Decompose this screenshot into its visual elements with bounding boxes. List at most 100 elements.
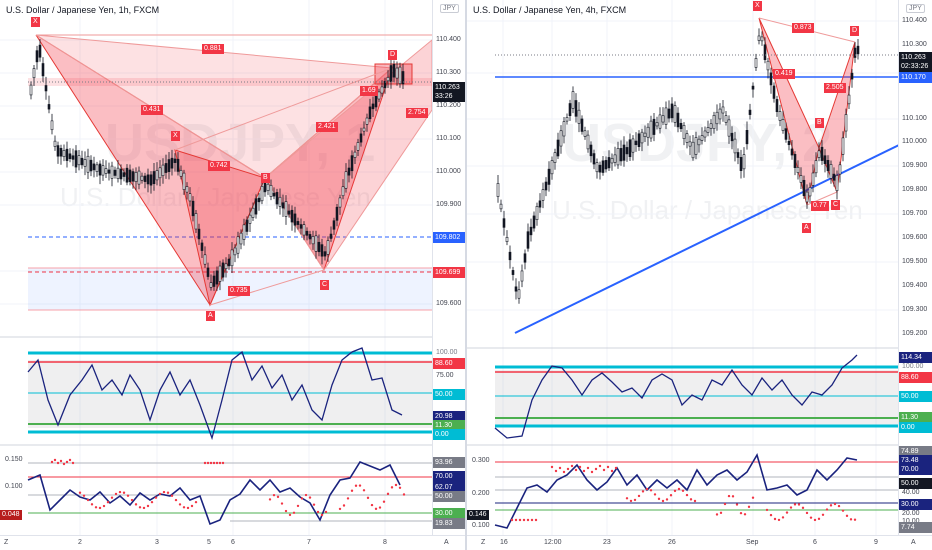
corner-z[interactable]: Z: [481, 539, 486, 546]
right-chart-panel[interactable]: USDJPY, 2 U.S. Dollar / Japanese Yen: [467, 0, 932, 550]
candle-body: [754, 58, 758, 68]
indicator-dot: [833, 502, 837, 506]
indicator-dot: [174, 498, 178, 502]
candle-body: [251, 207, 255, 218]
candle-body: [526, 231, 530, 249]
candle-body: [368, 106, 372, 120]
candle-body: [727, 119, 731, 137]
osc2-label: 70.00: [433, 471, 465, 482]
indicator-dot: [578, 465, 582, 469]
candle-body: [365, 117, 369, 125]
osc2-tick: 0.150: [5, 456, 23, 463]
candle-body: [74, 150, 78, 168]
candle-body: [577, 109, 581, 124]
osc2-label: 30.00: [899, 499, 932, 510]
candle-body: [278, 196, 282, 207]
candlesticks: [496, 28, 860, 304]
candle-body: [272, 192, 276, 197]
candle-body: [275, 192, 279, 205]
indicator-dot: [276, 495, 280, 499]
candle-body: [721, 106, 725, 114]
candle-body: [311, 236, 315, 245]
candle-body: [814, 160, 818, 174]
candle-body: [784, 128, 788, 140]
candle-body: [640, 131, 644, 144]
osc2-label: 93.96: [433, 457, 465, 468]
candle-body: [745, 129, 749, 145]
candle-body: [197, 228, 201, 240]
candle-body: [817, 150, 821, 158]
candle-body: [544, 181, 548, 191]
indicator-dot: [166, 491, 170, 494]
candle-body: [682, 125, 686, 139]
candle-body: [302, 224, 306, 236]
indicator-dot: [582, 469, 586, 473]
candlesticks: [29, 39, 405, 291]
candle-body: [610, 158, 614, 164]
corner-a[interactable]: A: [911, 539, 916, 546]
candle-body: [353, 151, 357, 158]
candle-body: [89, 159, 93, 172]
panel-divider[interactable]: [465, 0, 467, 550]
candle-body: [565, 117, 569, 122]
left-chart-canvas[interactable]: [0, 0, 432, 550]
candle-body: [571, 91, 575, 109]
indicator-dot: [829, 504, 833, 507]
indicator-dot: [398, 486, 402, 489]
countdown-label: 02:33:26: [899, 61, 932, 72]
indicator-dot: [849, 518, 853, 521]
time-tick: 2: [78, 539, 82, 546]
candle-body: [119, 168, 123, 180]
candle-body: [715, 111, 719, 125]
indicator-dot: [530, 518, 534, 522]
left-chart-panel[interactable]: USDJPY, 1 U.S. Dollar / Japanese Yen: [0, 0, 465, 550]
pattern-point-c: C: [320, 280, 330, 290]
candle-body: [631, 138, 635, 153]
harmonic-pattern-right[interactable]: [758, 17, 856, 206]
candle-body: [772, 85, 776, 99]
candle-body: [712, 115, 716, 129]
candle-body: [529, 226, 533, 236]
price-axis[interactable]: JPY 110.400 110.300 110.200 110.100 110.…: [432, 0, 465, 535]
pattern-point-x: X: [753, 1, 762, 11]
indicator-dot: [110, 496, 114, 499]
corner-z[interactable]: Z: [4, 539, 9, 546]
trend-line[interactable]: [514, 144, 899, 334]
indicator-dot: [805, 511, 809, 515]
time-axis[interactable]: Z 16 12:00 23 26 Sep 6 9 A: [467, 535, 932, 550]
indicator-dot: [65, 460, 69, 464]
candle-body: [628, 139, 632, 157]
candle-body: [179, 170, 183, 177]
candle-body: [586, 134, 590, 150]
candle-body: [718, 108, 722, 120]
indicator-dot: [554, 469, 558, 473]
osc2-label: 62.07: [433, 482, 465, 493]
candle-body: [733, 138, 737, 154]
indicator-dot: [280, 502, 284, 505]
candle-body: [338, 197, 342, 208]
candle-body: [634, 140, 638, 146]
candle-body: [359, 133, 363, 143]
candle-body: [68, 153, 72, 159]
candle-body: [200, 242, 204, 251]
osc1-tick: 100.00: [902, 363, 924, 370]
candle-body: [688, 141, 692, 147]
right-chart-canvas[interactable]: [467, 0, 899, 550]
price-axis[interactable]: JPY 110.400 110.300 110.100 110.000 109.…: [898, 0, 932, 535]
osc1-value-label: 114.34: [899, 352, 932, 363]
candle-body: [86, 155, 90, 173]
support-price-label: 110.170: [899, 72, 932, 83]
candle-body: [541, 189, 545, 201]
candle-body: [389, 65, 393, 83]
indicator-dot: [194, 500, 198, 504]
candle-body: [383, 80, 387, 89]
time-axis[interactable]: Z 2 3 5 6 7 8 A: [0, 535, 465, 550]
candle-body: [101, 165, 105, 176]
indicator-dot: [56, 461, 60, 465]
corner-a[interactable]: A: [444, 539, 449, 546]
candle-body: [538, 200, 542, 208]
price-tick: 110.000: [902, 138, 927, 145]
indicator-dot: [304, 493, 308, 497]
candle-body: [637, 133, 641, 147]
indicator-dot: [221, 461, 225, 465]
